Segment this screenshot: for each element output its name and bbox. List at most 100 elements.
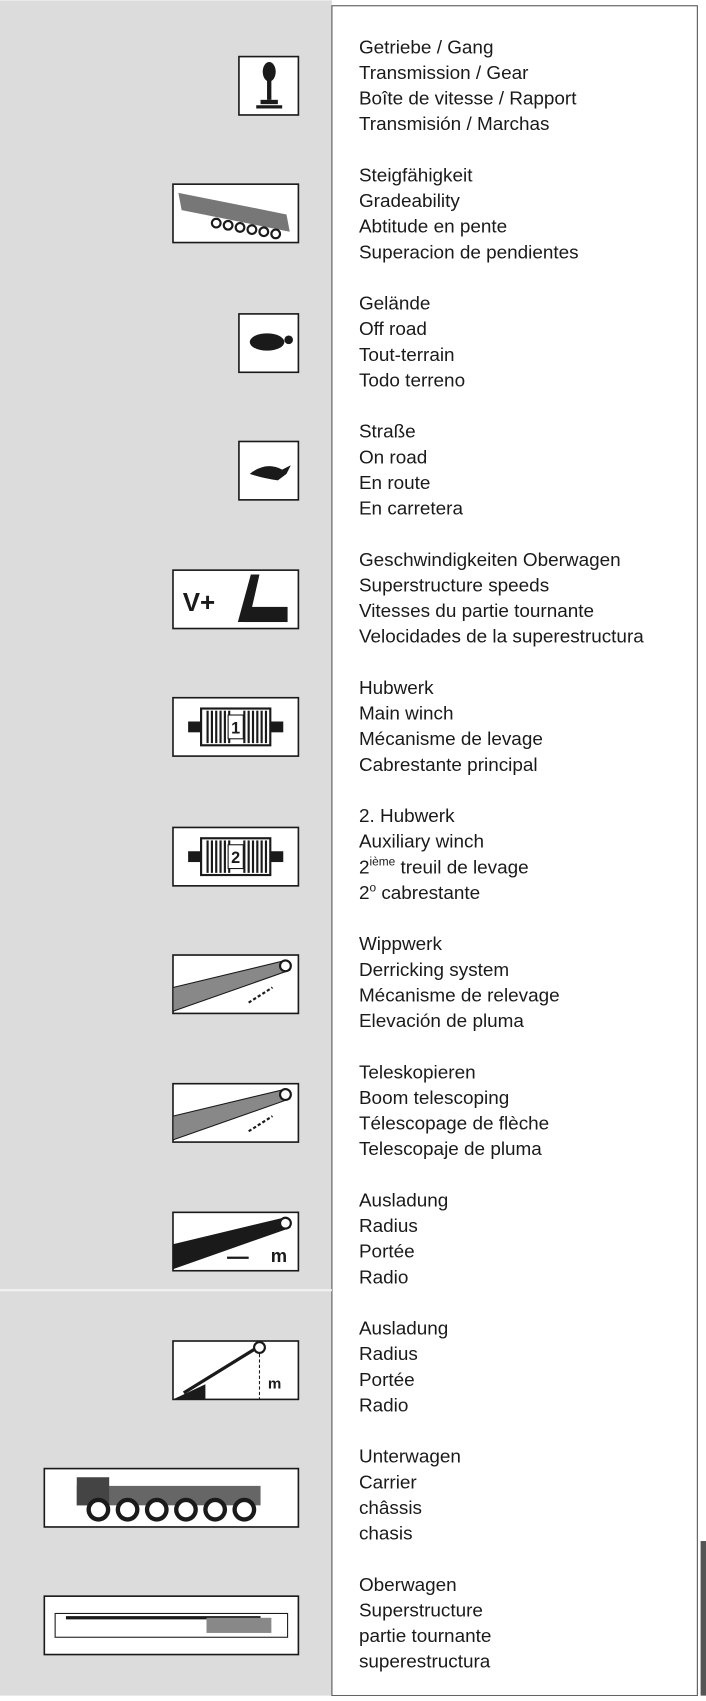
label-line: Radius	[359, 1344, 418, 1365]
label-line: châssis	[359, 1498, 422, 1519]
icon	[172, 183, 300, 244]
glyph	[227, 844, 244, 870]
glyph	[278, 1216, 292, 1230]
glyph	[115, 1497, 140, 1522]
label-line: 2. Hubwerk	[359, 806, 455, 827]
label-line: Portée	[359, 1242, 415, 1263]
label-line: Cabrestante principal	[359, 755, 538, 776]
label-line: chasis	[359, 1524, 413, 1545]
label-line: Auxiliary winch	[359, 832, 484, 853]
label-line: Superstructure speeds	[359, 575, 549, 596]
glyph	[260, 99, 278, 105]
label-line: superestructura	[359, 1652, 491, 1673]
label-line: Transmission / Gear	[359, 63, 529, 84]
glyph	[210, 217, 222, 229]
label-line: Off road	[359, 319, 427, 340]
label-line: Mécanisme de relevage	[359, 985, 560, 1006]
icon-label: 1	[231, 719, 240, 737]
icon: V+	[172, 569, 300, 630]
label-line: Telescopaje de pluma	[359, 1139, 542, 1160]
label-line: 2ième treuil de levage	[359, 855, 529, 879]
icon-label: m	[268, 1376, 281, 1393]
superscript: o	[369, 880, 376, 894]
label-line: Télescopage de flèche	[359, 1114, 549, 1135]
label-line: Radio	[359, 1267, 408, 1288]
label-line: Steigfähigkeit	[359, 165, 473, 186]
icon-label: 2	[231, 849, 240, 867]
label-line: partie tournante	[359, 1626, 491, 1647]
glyph	[270, 228, 282, 240]
label-line: Vitesses du partie tournante	[359, 601, 594, 622]
glyph	[203, 1497, 228, 1522]
glyph	[227, 714, 244, 740]
glyph	[237, 574, 260, 623]
glyph	[188, 721, 202, 733]
icon	[238, 55, 300, 116]
icon	[172, 1082, 300, 1143]
label-line: Oberwagen	[359, 1575, 457, 1596]
label-line: Derricking system	[359, 960, 509, 981]
icon-label: m	[271, 1245, 287, 1266]
label-line: Straße	[359, 422, 416, 443]
glyph	[188, 851, 202, 863]
label-line: Ausladung	[359, 1319, 448, 1340]
label-line: En route	[359, 473, 430, 494]
label-line: Todo terreno	[359, 370, 465, 391]
icon	[43, 1595, 300, 1656]
glyph	[182, 1346, 259, 1395]
label-line: En carretera	[359, 499, 464, 520]
label-line: Boom telescoping	[359, 1088, 509, 1109]
label-line: Unterwagen	[359, 1447, 461, 1468]
icon: 1	[172, 696, 300, 757]
glyph	[244, 606, 288, 623]
icon-label: V+	[183, 589, 215, 617]
label-line: Superstructure	[359, 1600, 483, 1621]
glyph	[232, 1497, 257, 1522]
glyph	[86, 1497, 111, 1522]
glyph	[178, 192, 290, 232]
label-line: On road	[359, 447, 427, 468]
label-line: Mécanisme de levage	[359, 729, 543, 750]
label-line: Gradeability	[359, 191, 460, 212]
label-line: Wippwerk	[359, 934, 443, 955]
superscript: ième	[369, 855, 395, 869]
label-line: Getriebe / Gang	[359, 37, 494, 58]
label-line: Radio	[359, 1395, 408, 1416]
label-line: Superacion de pendientes	[359, 242, 579, 263]
text-column	[331, 5, 698, 1697]
glyph	[234, 222, 246, 233]
glyph	[270, 721, 284, 733]
label-line: Boîte de vitesse / Rapport	[359, 89, 577, 110]
icon	[238, 440, 300, 501]
label-part: 2	[359, 883, 370, 904]
label-line: Geschwindigkeiten Oberwagen	[359, 550, 621, 571]
label-line: 2o cabrestante	[359, 880, 480, 904]
glyph	[278, 1088, 292, 1101]
glyph	[262, 61, 276, 82]
glyph	[144, 1497, 169, 1522]
glyph	[222, 219, 234, 231]
glyph	[246, 224, 258, 235]
glyph	[278, 959, 292, 973]
glyph	[249, 465, 291, 481]
glyph	[174, 1497, 198, 1522]
label-line: Elevación de pluma	[359, 1011, 524, 1032]
glyph	[284, 335, 293, 345]
glyph	[206, 1617, 272, 1633]
label-line: Abtitude en pente	[359, 217, 507, 238]
glyph	[256, 105, 283, 109]
label-part: treuil de levage	[395, 857, 528, 878]
label-part: cabrestante	[376, 883, 480, 904]
label-line: Transmisión / Marchas	[359, 114, 550, 135]
label-line: Hubwerk	[359, 678, 434, 699]
label-part: 2	[359, 857, 370, 878]
label-line: Ausladung	[359, 1190, 448, 1211]
glyph	[172, 1384, 206, 1400]
glyph	[267, 76, 272, 100]
label-line: Radius	[359, 1216, 418, 1237]
label-line: Tout-terrain	[359, 345, 455, 366]
icon	[172, 954, 300, 1015]
label-line: Teleskopieren	[359, 1062, 476, 1083]
